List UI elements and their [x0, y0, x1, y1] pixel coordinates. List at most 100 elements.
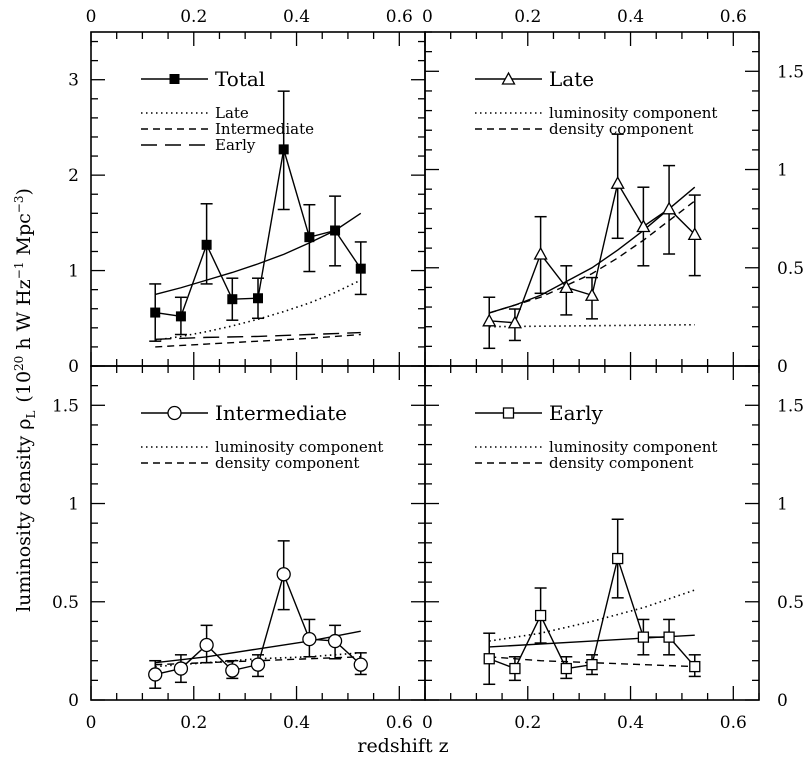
y-tick-label: 0.5 — [52, 593, 79, 613]
y-tick-label: 0.5 — [777, 593, 804, 613]
x-tick-label: 0.4 — [283, 713, 310, 733]
y-axis-title-exp3: −3 — [12, 196, 26, 214]
y-tick-label: 1 — [777, 161, 788, 181]
legend-entry-label: density component — [215, 454, 359, 472]
data-point — [584, 287, 600, 301]
y-axis-title-subscript: L — [24, 411, 38, 419]
data-point — [330, 225, 341, 236]
data-point — [173, 661, 189, 676]
curve-luminosity-component — [489, 323, 695, 328]
data-point — [586, 658, 598, 671]
data-point — [533, 246, 548, 260]
data-point — [560, 662, 572, 675]
panel-frame — [424, 365, 760, 701]
y-tick-label: 0.5 — [777, 259, 804, 279]
y-tick-label: 0 — [68, 691, 79, 711]
legend-marker — [501, 71, 516, 85]
y-tick-label: 1.5 — [777, 396, 804, 416]
x-tick-label: 0 — [86, 7, 97, 27]
legend-entry-label: Late — [215, 104, 249, 122]
legend-main-label: Total — [215, 67, 265, 91]
legend-entry-label: luminosity component — [215, 438, 383, 456]
legend-entry-label: density component — [549, 454, 693, 472]
data-point — [663, 631, 675, 643]
x-tick-label: 0 — [422, 7, 433, 27]
y-axis-title-units3: Mpc — [13, 213, 35, 261]
x-tick-label: 0.2 — [180, 7, 207, 27]
legend-main-label: Early — [549, 401, 603, 425]
legend-entry-label: luminosity component — [549, 438, 717, 456]
data-point — [610, 175, 625, 189]
legend-marker — [169, 74, 180, 84]
legend-marker — [167, 405, 182, 421]
x-tick-label: 0.6 — [386, 7, 413, 27]
data-point — [227, 294, 238, 305]
y-tick-label: 1 — [68, 262, 79, 282]
y-tick-label: 3 — [68, 71, 79, 91]
legend-entry-label: luminosity component — [549, 104, 717, 122]
y-axis-title-units2: h W Hz — [13, 279, 35, 355]
x-tick-label: 0.2 — [514, 713, 541, 733]
panel-late: 0 0.2 0.4 0.6 0 0.5 1 1.5 Late luminosity compone… — [422, 7, 804, 377]
data-point — [304, 232, 315, 243]
x-tick-label: 0.4 — [617, 713, 644, 733]
data-line — [488, 555, 696, 670]
data-point — [689, 660, 701, 673]
x-tick-label: 0.2 — [514, 7, 541, 27]
data-point — [253, 293, 263, 304]
x-tick-label: 0 — [422, 713, 433, 733]
curve-model-total — [155, 212, 362, 296]
y-axis-title-close: ) — [13, 188, 35, 195]
panel-intermediate: 0 0.2 0.4 0.6 0 0.5 1 1.5 Intermediate luminosity… — [52, 365, 426, 733]
y-tick-label: 0 — [777, 357, 788, 377]
data-point — [175, 311, 186, 322]
legend-entry-label: density component — [549, 120, 693, 138]
legend-entry-label: Intermediate — [215, 120, 314, 138]
data-point — [276, 567, 291, 582]
x-tick-label: 0.4 — [617, 7, 644, 27]
curve-model-total — [155, 630, 361, 664]
legend: Intermediate luminosity componentdensity … — [141, 401, 383, 472]
panel-early: 0 0.2 0.4 0.6 0 0.5 1 1.5 Early luminosity compon… — [422, 365, 804, 733]
data-point — [302, 631, 317, 647]
data-point — [353, 657, 368, 672]
legend-marker — [502, 407, 515, 419]
y-axis-title-exp1: 20 — [12, 356, 26, 371]
data-point — [482, 313, 497, 327]
y-axis-title: luminosity density ρL (1020 h W Hz−1 Mpc−… — [12, 188, 38, 612]
data-point — [201, 239, 212, 250]
y-tick-label: 1.5 — [777, 62, 804, 82]
data-point — [150, 307, 161, 318]
curve-luminosity-component — [489, 589, 696, 642]
data-point — [509, 662, 521, 675]
x-axis-title: redshift z — [357, 735, 448, 757]
y-tick-label: 1.5 — [52, 396, 79, 416]
data-point — [559, 280, 574, 294]
data-point — [355, 263, 366, 274]
y-tick-label: 2 — [68, 166, 79, 186]
x-tick-label: 0.4 — [283, 7, 310, 27]
legend-main-label: Intermediate — [215, 401, 347, 425]
legend-entry-label: Early — [215, 136, 256, 154]
y-axis-title-main: luminosity density ρ — [13, 419, 35, 612]
curve-early — [155, 331, 361, 340]
y-tick-label: 1 — [68, 495, 79, 515]
data-point — [637, 631, 650, 643]
data-point — [199, 637, 214, 653]
x-tick-label: 0.2 — [180, 713, 207, 733]
x-tick-label: 0.6 — [386, 713, 413, 733]
x-tick-label: 0.6 — [720, 7, 747, 27]
data-point — [687, 227, 702, 241]
data-point — [225, 663, 240, 678]
data-point — [250, 657, 266, 672]
y-axis-title-units: (10 — [13, 371, 35, 403]
data-point — [327, 633, 343, 649]
x-tick-label: 0 — [86, 713, 97, 733]
data-point — [148, 667, 163, 682]
